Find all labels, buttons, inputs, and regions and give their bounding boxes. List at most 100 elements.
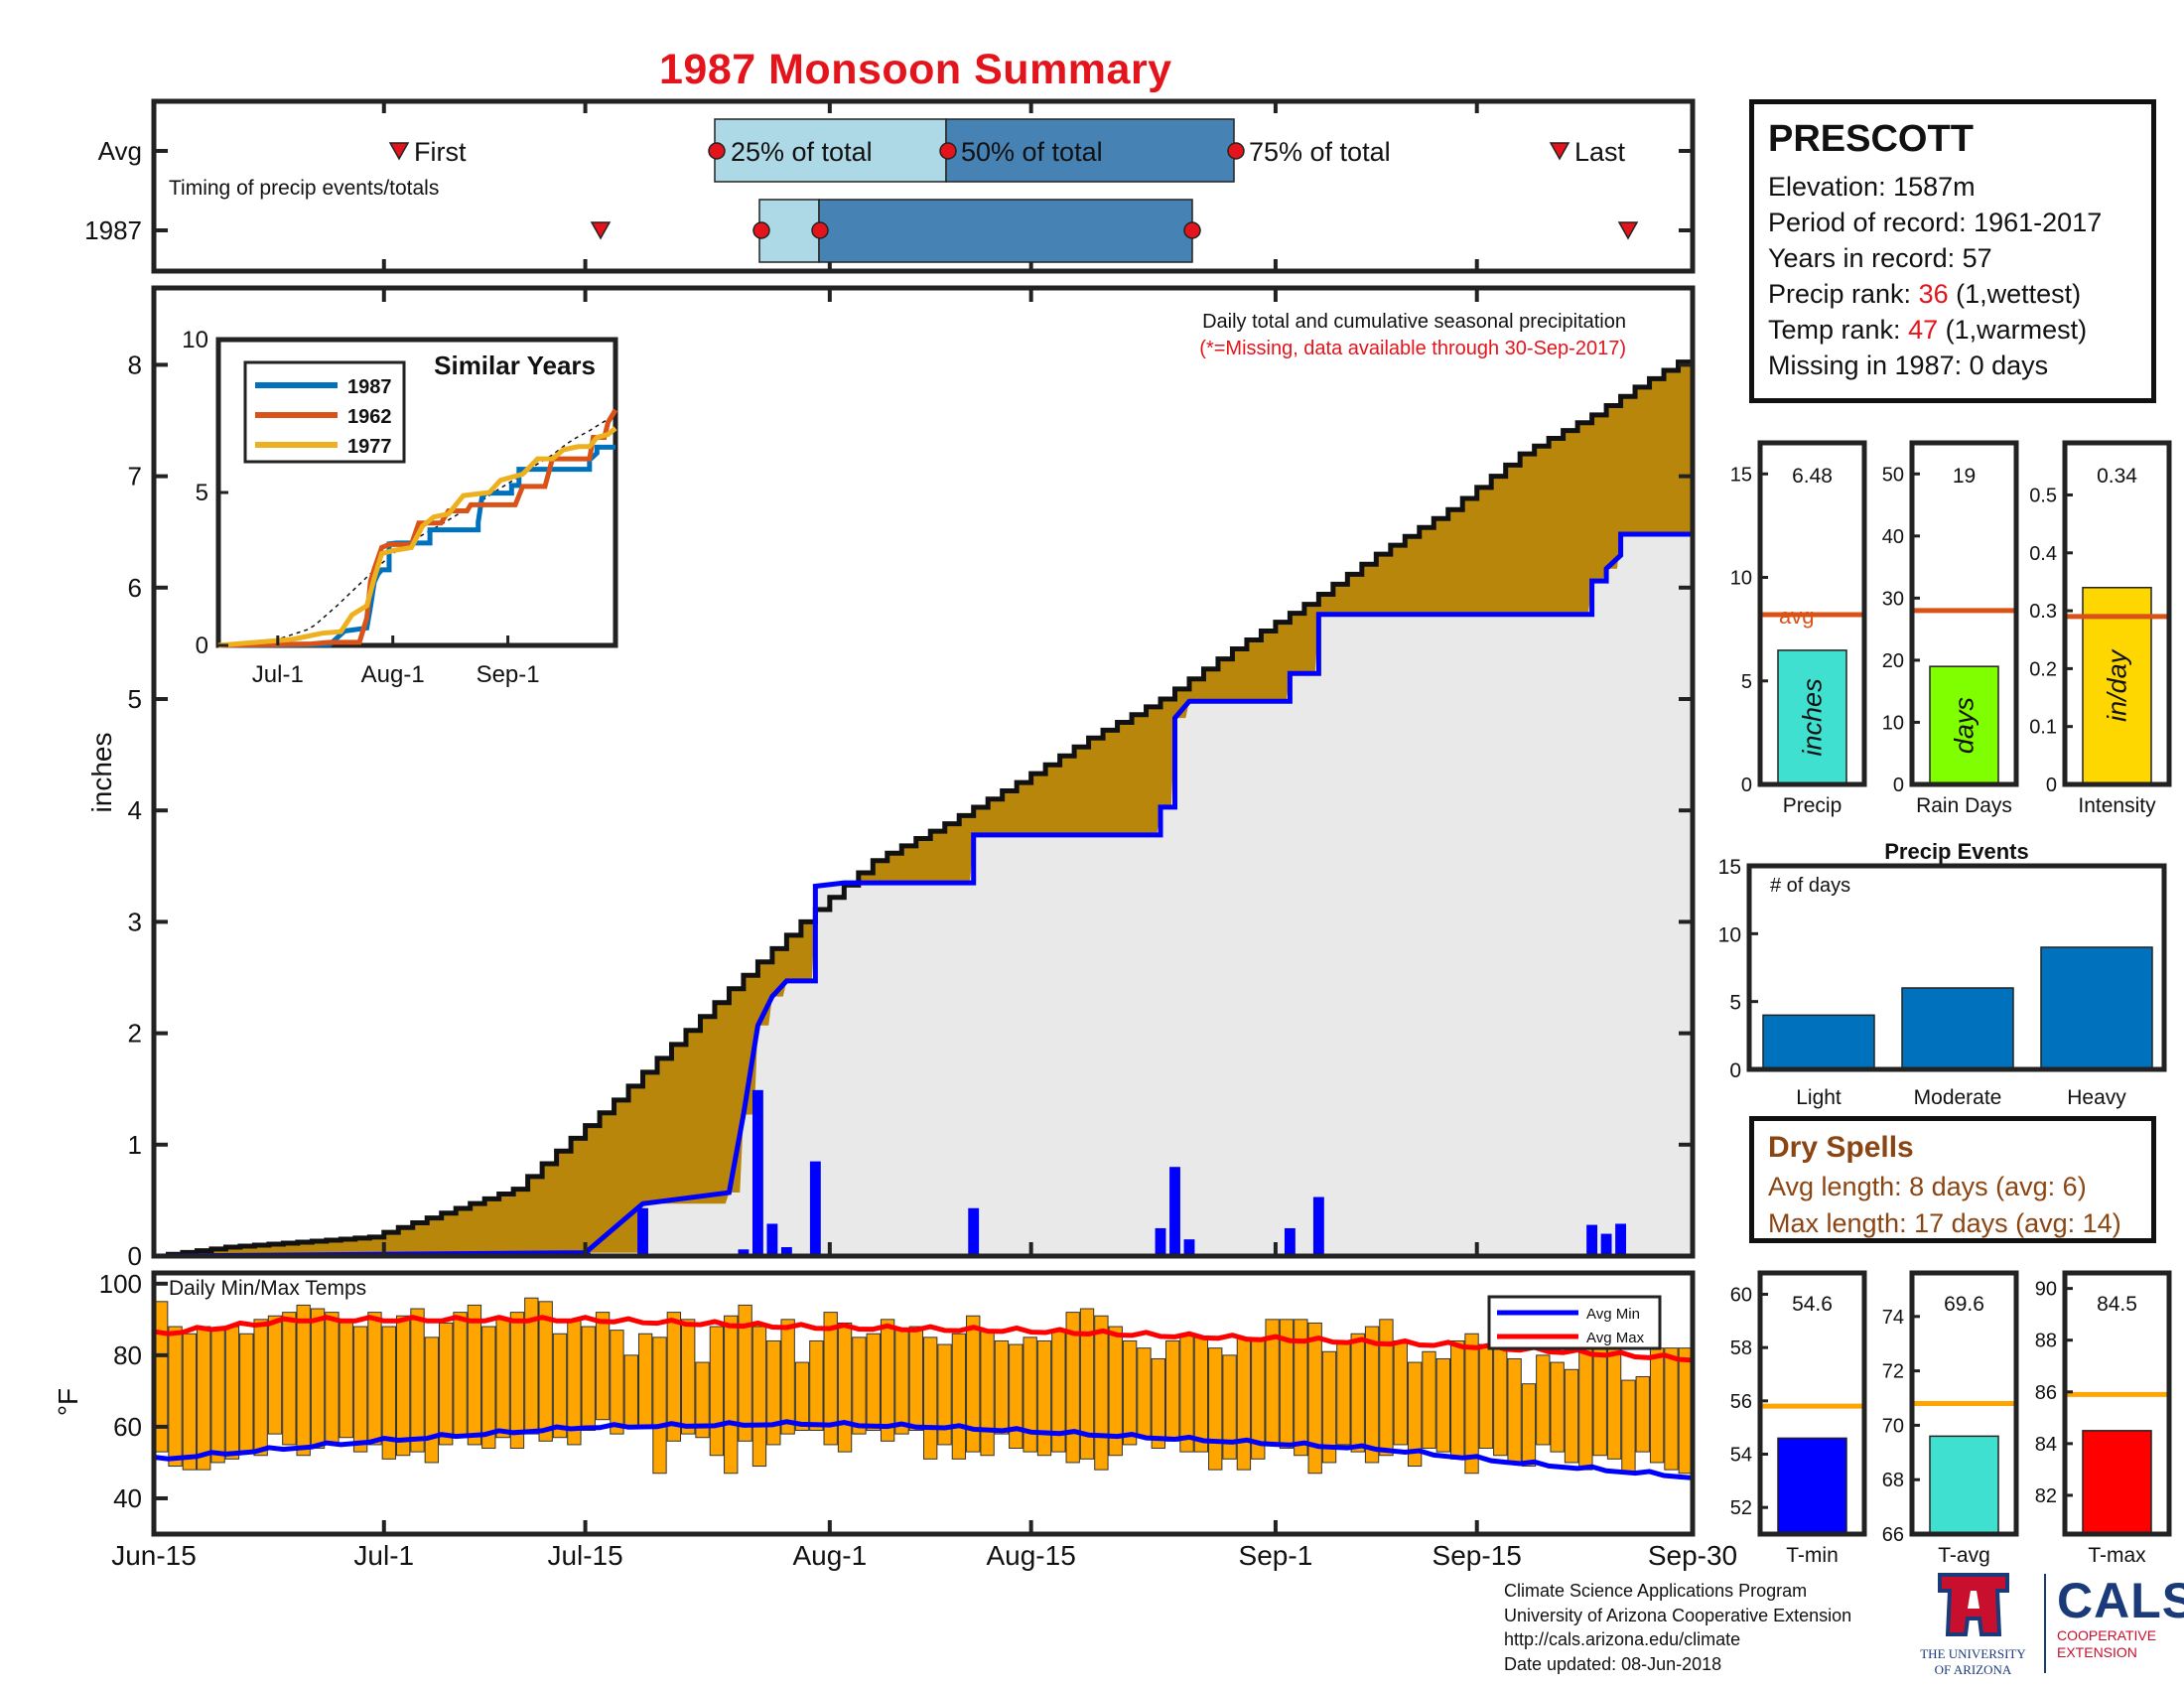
temp-range-bar [908, 1326, 923, 1432]
timing-25-label: 25% of total [731, 137, 873, 167]
temp-range-bar [1222, 1354, 1237, 1460]
temp-range-bar [610, 1330, 624, 1435]
footer-line-3: http://cals.arizona.edu/climate [1504, 1629, 1741, 1649]
dry-spells-title: Dry Spells [1768, 1131, 1914, 1164]
temp-range-bar [866, 1333, 881, 1432]
date-axis-label: Jul-15 [547, 1540, 622, 1571]
main-y-axis-label: inches [86, 733, 117, 813]
temp-range-bar [681, 1319, 696, 1435]
temp-range-bar [738, 1304, 752, 1442]
temp-range-bar [724, 1315, 739, 1475]
main-y-tick-label: 1 [128, 1130, 142, 1160]
temp-range-bar [1208, 1347, 1223, 1471]
precip-events-y-tick-label: 5 [1729, 992, 1741, 1015]
legend-avg-max-label: Avg Max [1586, 1330, 1645, 1346]
ua-name-line-1: THE UNIVERSITY [1920, 1646, 2026, 1661]
temp-y-tick-label: 60 [113, 1412, 142, 1442]
temp-range-bar [538, 1301, 553, 1442]
summary-precip-unit: inches [1798, 678, 1828, 756]
legend-avg-min-label: Avg Min [1586, 1306, 1640, 1323]
temp-range-bar [239, 1333, 254, 1453]
timing-avg-q2-bar [945, 118, 1235, 183]
main-y-tick-label: 7 [128, 462, 142, 492]
temp-range-bar [1179, 1333, 1194, 1453]
similar-years-title: Similar Years [434, 351, 596, 380]
temp-range-bar [424, 1336, 440, 1464]
temp-range-bar [1550, 1361, 1565, 1453]
temp-range-bar [1094, 1315, 1109, 1471]
temp-range-bar [182, 1333, 198, 1471]
summary-precip-value-label: 0.34 [2097, 465, 2137, 488]
page-title: 1987 Monsoon Summary [659, 46, 1172, 93]
main-y-tick-label: 4 [128, 795, 142, 825]
summary-precip-y-tick-label: 0.5 [2029, 485, 2057, 506]
temp-y-tick-label: 40 [113, 1483, 142, 1513]
summary-precip-y-tick-label: 0 [1741, 774, 1752, 796]
temp-range-bar [1036, 1339, 1052, 1457]
temp-range-bar [367, 1312, 382, 1446]
elevation-text: Elevation: 1587m [1768, 172, 1976, 202]
temp-range-bar [837, 1322, 853, 1453]
temp-range-bar [1350, 1333, 1365, 1453]
temp-range-bar [1364, 1326, 1380, 1464]
temp-range-bar [695, 1361, 710, 1439]
summary-precip-y-tick-label: 0.3 [2029, 601, 2057, 623]
temp-range-bar [823, 1312, 838, 1446]
summary-precip-value-label: 19 [1953, 465, 1976, 488]
precip-rank-label: Precip rank: [1768, 279, 1919, 309]
precip-event-category: Heavy [2067, 1086, 2126, 1109]
similar-series-1977 [217, 426, 617, 648]
temp-range-bar [581, 1326, 596, 1432]
similar-legend-label: 1977 [347, 436, 392, 458]
main-y-tick-label: 2 [128, 1019, 142, 1049]
temp-range-bar [1507, 1357, 1522, 1464]
temp-range-bar [809, 1339, 824, 1432]
temp-range-bar [481, 1326, 496, 1450]
summary-precip-y-tick-label: 30 [1882, 588, 1904, 610]
temp-range-bar [210, 1330, 225, 1464]
temp-range-bar [751, 1326, 767, 1468]
timing-row-label-avg: Avg [98, 136, 142, 166]
daily-precip-bar [1586, 1224, 1598, 1256]
timing-row-label-year: 1987 [84, 215, 142, 245]
temp-range-bar [1321, 1350, 1337, 1464]
main-chart-title: Daily total and cumulative seasonal prec… [1202, 311, 1626, 333]
temp-range-bar [994, 1339, 1010, 1435]
temp-range-bar [637, 1333, 653, 1428]
summary-temp-y-tick-label: 74 [1882, 1307, 1904, 1329]
summary-temp-y-tick-label: 60 [1730, 1284, 1752, 1306]
summary-temp-value-label: 69.6 [1944, 1293, 1984, 1316]
summary-temp-y-tick-label: 84 [2035, 1434, 2057, 1456]
temp-range-bar [923, 1336, 938, 1460]
precip-event-bar [1762, 1014, 1875, 1070]
daily-precip-bar [1183, 1239, 1195, 1256]
precip-rank-text: Precip rank: 36 (1,wettest) [1768, 276, 2151, 312]
temp-range-bar [453, 1312, 468, 1439]
temp-range-bar [253, 1319, 268, 1457]
temp-range-bar [894, 1330, 909, 1435]
temp-range-bar [652, 1336, 667, 1475]
summary-precip-y-tick-label: 0.4 [2029, 543, 2057, 565]
temp-range-bar [524, 1297, 539, 1435]
temp-range-bar [439, 1322, 454, 1446]
temp-range-bar [1108, 1326, 1123, 1457]
summary-precip-bar [1777, 649, 1847, 785]
summary-precip-y-tick-label: 0.1 [2029, 717, 2057, 739]
temp-range-bar [951, 1333, 967, 1460]
temp-range-bar [880, 1319, 895, 1442]
avg-cumulative-line [154, 359, 1693, 1259]
observed-cumulative-area [154, 533, 1693, 1256]
summary-temp-y-tick-label: 70 [1882, 1415, 1904, 1437]
summary-temp-y-tick-label: 88 [2035, 1331, 2057, 1352]
temp-range-bar [1606, 1339, 1622, 1460]
summary-precip-value-label: 6.48 [1792, 465, 1833, 488]
university-of-arizona-logo: THE UNIVERSITY OF ARIZONA [1916, 1569, 2030, 1677]
temp-range-bar [495, 1319, 510, 1439]
summary-temp-frame [1909, 1270, 2019, 1537]
temp-range-bar [1450, 1339, 1465, 1460]
temp-range-bar [1407, 1361, 1423, 1468]
precip-event-category: Light [1796, 1086, 1842, 1109]
temp-range-bar [1122, 1339, 1138, 1446]
temp-range-bar [709, 1326, 725, 1457]
